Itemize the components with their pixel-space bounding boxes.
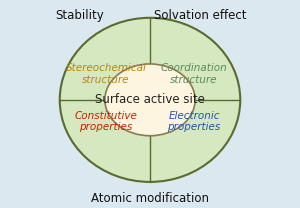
Text: Stereochemical
structure: Stereochemical structure bbox=[65, 63, 146, 85]
Ellipse shape bbox=[60, 18, 240, 182]
Text: Stability: Stability bbox=[56, 9, 104, 22]
Text: Solvation effect: Solvation effect bbox=[154, 9, 246, 22]
Text: Constitutive
properties: Constitutive properties bbox=[74, 111, 137, 132]
Text: Coordination
structure: Coordination structure bbox=[161, 63, 227, 85]
Text: Surface active site: Surface active site bbox=[95, 93, 205, 106]
Text: Atomic modification: Atomic modification bbox=[91, 192, 209, 205]
Ellipse shape bbox=[105, 64, 195, 136]
Text: Electronic
properties: Electronic properties bbox=[167, 111, 221, 132]
